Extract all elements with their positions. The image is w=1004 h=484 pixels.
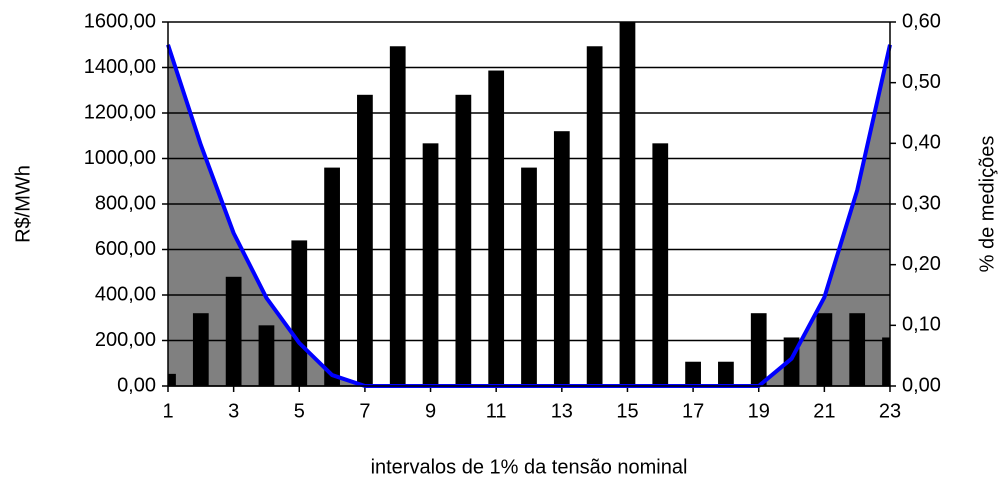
y-tick-label: 1000,00 xyxy=(84,147,156,169)
bar xyxy=(422,143,439,386)
x-tick-label: 5 xyxy=(294,400,305,422)
bar xyxy=(553,131,570,386)
y-tick-label: 0,00 xyxy=(117,374,156,396)
y2-tick-label: 0,10 xyxy=(902,314,941,336)
bar xyxy=(192,313,209,386)
bar xyxy=(750,313,767,386)
bar xyxy=(225,276,242,386)
bar xyxy=(324,167,340,386)
y2-axis-title: % de medições xyxy=(976,136,998,273)
y2-tick-label: 0,60 xyxy=(902,10,941,32)
y-tick-label: 600,00 xyxy=(95,238,156,260)
bar xyxy=(291,240,308,386)
bar xyxy=(488,70,505,386)
x-tick-label: 17 xyxy=(682,400,704,422)
x-tick-label: 15 xyxy=(616,400,638,422)
bar xyxy=(455,94,472,386)
x-tick-label: 3 xyxy=(228,400,239,422)
x-tick-label: 1 xyxy=(162,400,173,422)
x-axis-title: intervalos de 1% da tensão nominal xyxy=(371,456,688,478)
y-tick-label: 200,00 xyxy=(95,329,156,351)
x-tick-label: 19 xyxy=(748,400,770,422)
y-axis-title: R$/MWh xyxy=(12,165,34,243)
bar xyxy=(882,337,890,386)
bar xyxy=(586,46,603,386)
y-tick-label: 800,00 xyxy=(95,192,156,214)
y2-tick-label: 0,00 xyxy=(902,374,941,396)
y-tick-label: 1600,00 xyxy=(84,10,156,32)
bar xyxy=(168,373,176,386)
bar xyxy=(685,361,701,386)
y-tick-label: 1400,00 xyxy=(84,56,156,78)
bar xyxy=(652,143,669,386)
bar xyxy=(521,167,537,386)
y2-tick-label: 0,30 xyxy=(902,192,941,214)
y2-tick-label: 0,50 xyxy=(902,71,941,93)
x-tick-label: 13 xyxy=(551,400,573,422)
x-tick-label: 7 xyxy=(359,400,370,422)
y-tick-label: 400,00 xyxy=(95,283,156,305)
bar xyxy=(816,313,833,386)
y2-tick-label: 0,40 xyxy=(902,132,941,154)
y-tick-label: 1200,00 xyxy=(84,101,156,123)
bar xyxy=(849,313,866,386)
y2-tick-label: 0,20 xyxy=(902,253,941,275)
bar xyxy=(718,361,734,386)
x-tick-label: 11 xyxy=(486,400,507,422)
x-tick-label: 21 xyxy=(813,400,835,422)
x-tick-label: 23 xyxy=(879,400,901,422)
bar xyxy=(357,94,373,386)
bar xyxy=(258,325,275,386)
x-tick-label: 9 xyxy=(425,400,436,422)
bar xyxy=(389,46,406,386)
